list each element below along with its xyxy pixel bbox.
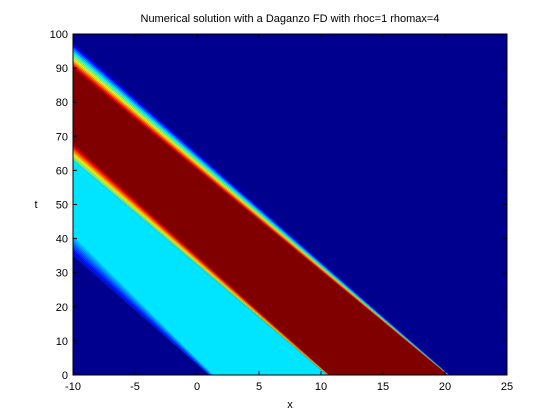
x-axis-label: x xyxy=(287,399,293,411)
y-tick-label: 90 xyxy=(56,63,68,75)
y-tick-label: 50 xyxy=(56,200,68,212)
y-tick-label: 60 xyxy=(56,165,68,177)
y-tick-label: 40 xyxy=(56,234,68,246)
x-tick-label: -5 xyxy=(130,381,140,393)
y-tick-label: 100 xyxy=(50,29,68,41)
heatmap-fringe-mid-lower xyxy=(73,236,214,375)
y-tick-label: 0 xyxy=(62,370,68,382)
heatmap-fringe-jam-lower xyxy=(73,153,329,375)
plot-area xyxy=(73,34,507,375)
x-tick-label: 0 xyxy=(194,381,200,393)
chart-title: Numerical solution with a Daganzo FD wit… xyxy=(141,13,440,25)
y-tick-label: 80 xyxy=(56,97,68,109)
heatmap-region-jam xyxy=(73,68,448,375)
x-tick-label: -10 xyxy=(65,381,81,393)
y-tick-label: 10 xyxy=(56,336,68,348)
heatmap-fringe-mid-lower xyxy=(73,244,212,375)
x-tick-label: 20 xyxy=(439,381,451,393)
x-axis: -10 -5 0 5 10 15 20 25 xyxy=(65,34,513,393)
x-tick-label: 5 xyxy=(256,381,262,393)
y-tick-label: 70 xyxy=(56,131,68,143)
heatmap-fringe-mid-lower xyxy=(73,238,213,375)
heatmap-fringe-jam-upper xyxy=(73,42,450,375)
y-axis-label: t xyxy=(34,199,37,211)
x-tick-label: 10 xyxy=(315,381,327,393)
heatmap-fringe-jam-lower xyxy=(73,143,330,375)
y-tick-label: 30 xyxy=(56,268,68,280)
y-axis: 0 10 20 30 40 50 60 70 80 90 100 xyxy=(50,29,507,382)
y-tick-label: 20 xyxy=(56,302,68,314)
x-tick-label: 15 xyxy=(377,381,389,393)
x-tick-label: 25 xyxy=(501,381,513,393)
